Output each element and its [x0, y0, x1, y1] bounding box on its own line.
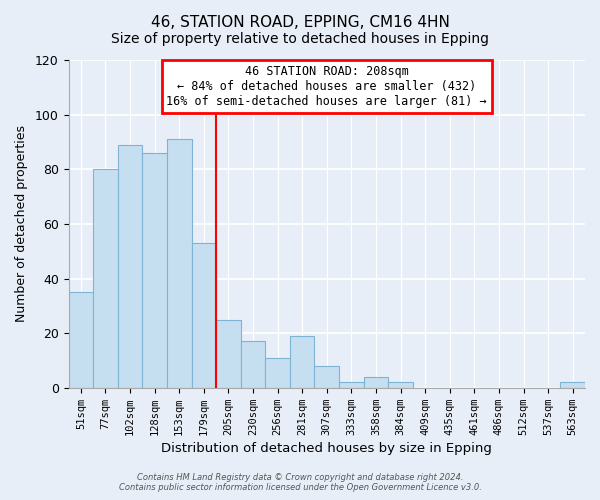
- Text: Contains HM Land Registry data © Crown copyright and database right 2024.
Contai: Contains HM Land Registry data © Crown c…: [119, 473, 481, 492]
- Bar: [290, 336, 314, 388]
- X-axis label: Distribution of detached houses by size in Epping: Distribution of detached houses by size …: [161, 442, 492, 455]
- Bar: [241, 342, 265, 388]
- Bar: [216, 320, 241, 388]
- Bar: [339, 382, 364, 388]
- Y-axis label: Number of detached properties: Number of detached properties: [15, 126, 28, 322]
- Bar: [118, 144, 142, 388]
- Bar: [68, 292, 93, 388]
- Text: 46 STATION ROAD: 208sqm
← 84% of detached houses are smaller (432)
16% of semi-d: 46 STATION ROAD: 208sqm ← 84% of detache…: [166, 65, 487, 108]
- Bar: [265, 358, 290, 388]
- Bar: [191, 243, 216, 388]
- Bar: [314, 366, 339, 388]
- Bar: [142, 153, 167, 388]
- Bar: [167, 139, 191, 388]
- Bar: [364, 377, 388, 388]
- Text: 46, STATION ROAD, EPPING, CM16 4HN: 46, STATION ROAD, EPPING, CM16 4HN: [151, 15, 449, 30]
- Bar: [388, 382, 413, 388]
- Text: Size of property relative to detached houses in Epping: Size of property relative to detached ho…: [111, 32, 489, 46]
- Bar: [93, 170, 118, 388]
- Bar: [560, 382, 585, 388]
